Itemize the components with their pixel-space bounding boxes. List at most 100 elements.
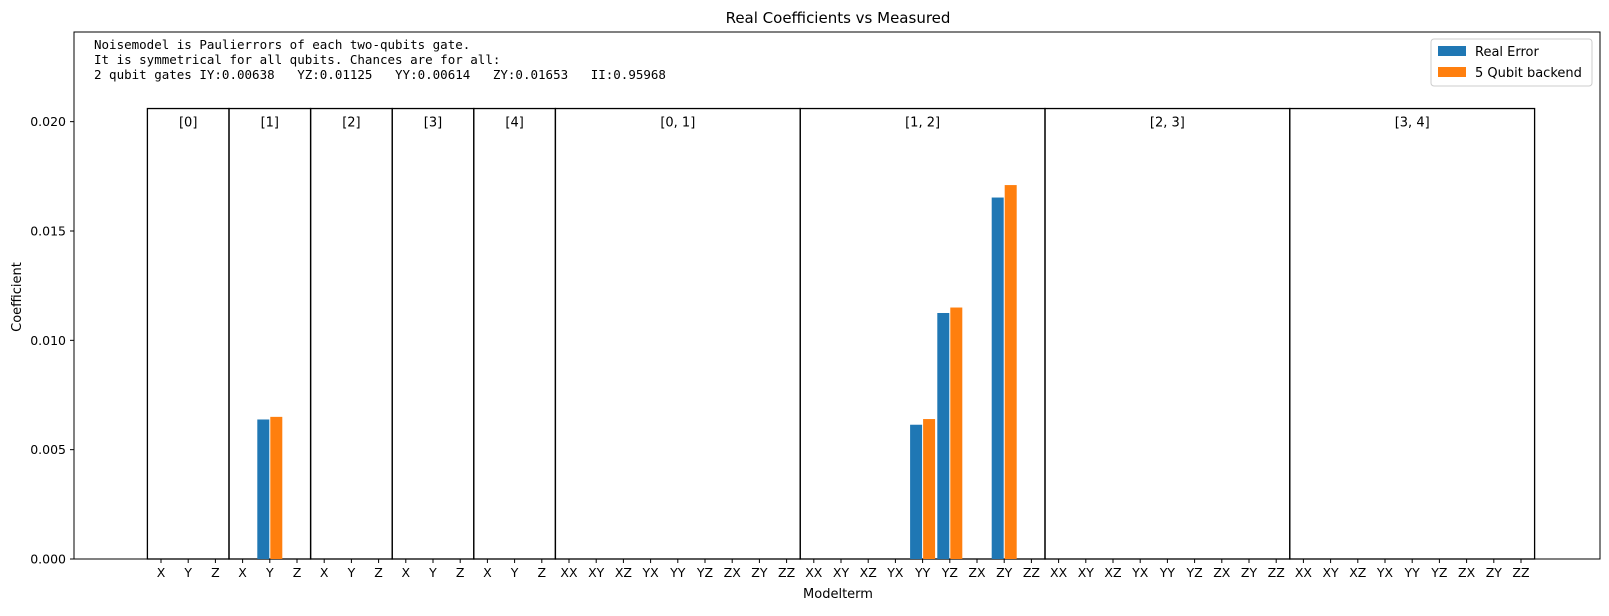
x-tick-label: XY — [833, 565, 850, 580]
x-tick-label: Y — [183, 565, 192, 580]
x-tick-label: XZ — [860, 565, 877, 580]
group-box — [473, 107, 557, 560]
group-box — [1044, 107, 1291, 560]
x-tick-label: XZ — [615, 565, 632, 580]
group-label: [3] — [424, 116, 442, 131]
y-axis: 0.000 0.005 0.010 0.015 0.020 — [30, 114, 74, 567]
group-label: [3, 4] — [1395, 116, 1430, 131]
y-tick-label: 0.005 — [30, 442, 66, 457]
bar-real-error — [257, 419, 270, 559]
y-tick-label: 0.015 — [30, 223, 66, 238]
plot-area-border — [73, 31, 1601, 560]
legend-box — [1430, 38, 1593, 87]
group-box — [391, 107, 475, 560]
group-box — [228, 107, 312, 560]
x-tick-label: ZY — [1486, 565, 1503, 580]
x-tick-label: X — [320, 565, 329, 580]
x-tick-label: YZ — [1430, 565, 1447, 580]
group-box — [1289, 107, 1536, 560]
x-tick-label: ZX — [1458, 565, 1476, 580]
group-label: [2, 3] — [1150, 116, 1185, 131]
x-tick-label: ZX — [724, 565, 742, 580]
x-tick-label: YZ — [941, 565, 958, 580]
y-tick-label: 0.020 — [30, 114, 66, 129]
group-label: [1, 2] — [905, 116, 940, 131]
group-boxes: [0] [1] [2] [3] [4] [0, 1] [1, 2] [2, 3] [3, 4] — [146, 107, 1536, 560]
y-axis-label: Coefficient — [10, 262, 25, 332]
annotation-line-3: 2 qubit gates IY:0.00638 YZ:0.01125 YY:0… — [94, 67, 666, 82]
annotation-line-2: It is symmetrical for all qubits. Chance… — [94, 52, 500, 67]
x-tick-label: YY — [1404, 565, 1421, 580]
x-tick-label: Z — [456, 565, 465, 580]
x-tick-label: XX — [1050, 565, 1068, 580]
x-tick-label: ZZ — [1268, 565, 1285, 580]
x-tick-label: ZZ — [1512, 565, 1529, 580]
x-tick-label: Z — [538, 565, 547, 580]
x-tick-label: XZ — [1104, 565, 1121, 580]
x-tick-label: X — [157, 565, 166, 580]
x-tick-label: YZ — [1185, 565, 1202, 580]
bar-real-error — [991, 197, 1004, 559]
annotation-line-1: Noisemodel is Paulierrors of each two-qu… — [94, 37, 470, 52]
x-tick-label: XY — [588, 565, 605, 580]
x-tick-label: ZX — [1213, 565, 1231, 580]
bar-real-error — [910, 424, 923, 559]
x-tick-label: Y — [347, 565, 356, 580]
legend-swatch-5-qubit-backend — [1438, 67, 1466, 77]
x-tick-label: ZY — [996, 565, 1013, 580]
axes-frame — [73, 31, 1601, 560]
x-tick-label: YX — [641, 565, 659, 580]
x-tick-label: Z — [374, 565, 383, 580]
legend-label-5-qubit-backend: 5 Qubit backend — [1475, 66, 1582, 81]
x-tick-label: YX — [1376, 565, 1394, 580]
bar-5-qubit-backend — [1004, 185, 1017, 559]
x-tick-label: ZY — [1241, 565, 1258, 580]
x-tick-label: YY — [669, 565, 686, 580]
x-tick-label: YY — [1159, 565, 1176, 580]
chart-title: Real Coefficients vs Measured — [726, 9, 951, 27]
x-tick-label: Y — [510, 565, 519, 580]
group-box — [146, 107, 230, 560]
x-axis: X Y Z X Y Z X Y Z X Y Z X Y Z XX XY XZ YX YY YZ ZX ZY ZZ XX XY XZ Y… — [157, 559, 1530, 580]
legend-swatch-real-error — [1438, 46, 1466, 56]
x-tick-label: X — [483, 565, 492, 580]
x-tick-label: X — [402, 565, 411, 580]
group-label: [0, 1] — [660, 116, 695, 131]
x-tick-label: ZY — [751, 565, 768, 580]
x-tick-label: XY — [1322, 565, 1339, 580]
x-tick-label: XY — [1078, 565, 1095, 580]
legend-label-real-error: Real Error — [1475, 45, 1540, 60]
x-tick-label: YY — [914, 565, 931, 580]
group-box — [554, 107, 801, 560]
group-box — [309, 107, 393, 560]
x-tick-label: ZZ — [778, 565, 795, 580]
y-tick-label: 0.000 — [30, 552, 66, 567]
x-tick-label: Z — [293, 565, 302, 580]
x-tick-label: YZ — [696, 565, 713, 580]
x-tick-label: Z — [211, 565, 220, 580]
x-tick-label: XX — [805, 565, 823, 580]
x-tick-label: X — [238, 565, 247, 580]
bar-5-qubit-backend — [270, 416, 283, 559]
group-label: [1] — [261, 116, 279, 131]
group-label: [2] — [342, 116, 360, 131]
x-tick-label: YX — [1131, 565, 1149, 580]
y-tick-label: 0.010 — [30, 333, 66, 348]
x-tick-label: Y — [428, 565, 437, 580]
group-label: [0] — [179, 116, 197, 131]
x-tick-label: YX — [886, 565, 904, 580]
bar-5-qubit-backend — [923, 419, 936, 559]
x-tick-label: Y — [265, 565, 274, 580]
x-tick-label: XX — [560, 565, 578, 580]
bars — [257, 185, 1017, 559]
bar-5-qubit-backend — [950, 307, 963, 559]
group-label: [4] — [505, 116, 523, 131]
x-tick-label: ZZ — [1023, 565, 1040, 580]
bar-real-error — [937, 312, 950, 559]
x-tick-label: XZ — [1349, 565, 1366, 580]
x-tick-label: XX — [1295, 565, 1313, 580]
x-tick-label: ZX — [968, 565, 986, 580]
legend: Real Error 5 Qubit backend — [1430, 38, 1593, 87]
x-axis-label: Modelterm — [803, 587, 873, 602]
